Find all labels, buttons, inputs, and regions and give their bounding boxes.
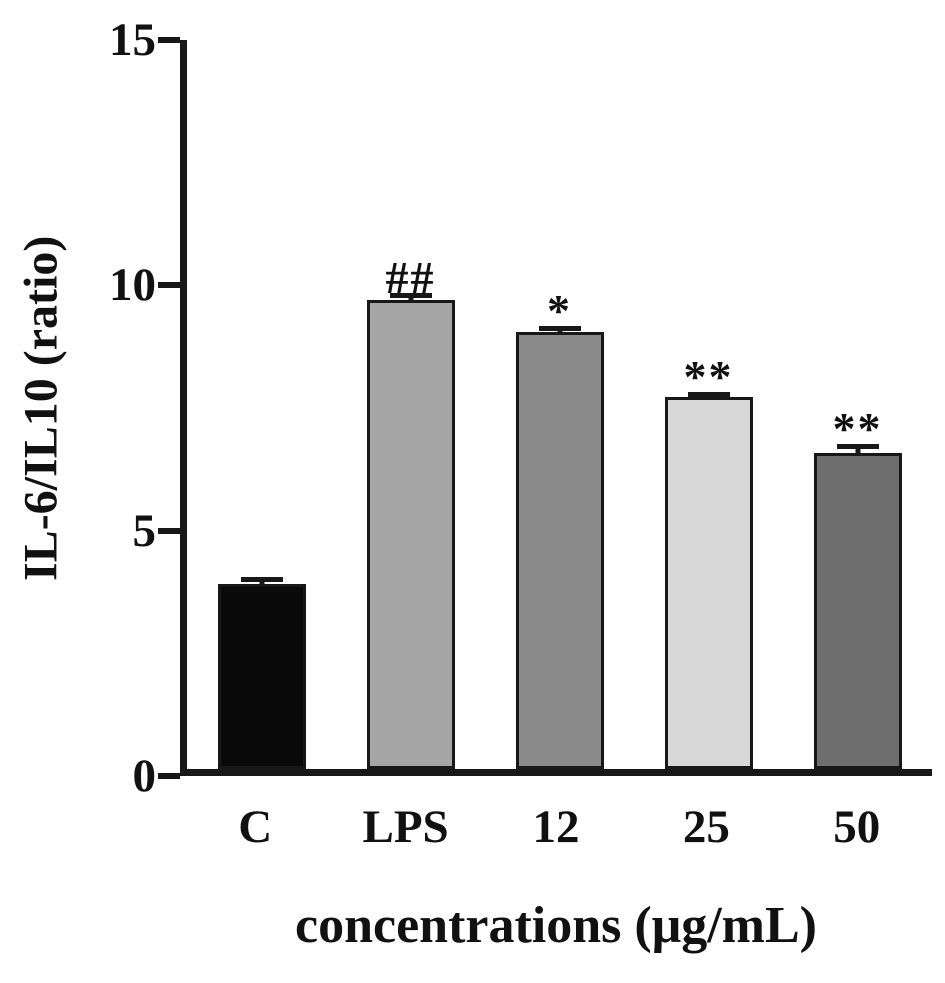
error-bar-stem: [855, 444, 860, 454]
bar-group: [197, 40, 327, 769]
bar-group: **: [644, 40, 774, 769]
x-axis-labels: C LPS 12 25 50: [180, 800, 932, 854]
category-label: 12: [532, 801, 580, 853]
error-bar: [538, 325, 581, 332]
bar-group: **: [793, 40, 923, 769]
error-bar: [240, 577, 283, 585]
y-tick-label: 10: [109, 259, 156, 312]
significance-annotation: ##: [385, 251, 436, 303]
significance-annotation: *: [547, 284, 572, 336]
category-label: 50: [833, 801, 881, 853]
y-tick-mark: [158, 527, 180, 534]
bar: [813, 453, 902, 769]
bar: [217, 584, 306, 769]
x-axis-title: concentrations (μg/mL): [295, 897, 817, 954]
y-tick-mark: [158, 773, 180, 779]
error-bar: [687, 392, 730, 398]
significance-annotation: **: [683, 351, 734, 403]
error-bar-stem: [408, 292, 413, 301]
bar-group: *: [495, 40, 625, 769]
y-tick-label: 15: [109, 14, 156, 66]
plot-area: ## * ** **: [180, 40, 932, 776]
bar: [515, 331, 604, 769]
y-tick-label: 0: [132, 750, 157, 802]
y-tick-mark: [158, 282, 180, 289]
error-bar-stem: [557, 325, 562, 332]
y-tick-mark: [158, 37, 180, 43]
bar: [664, 397, 753, 769]
bar-group: ##: [346, 40, 476, 769]
error-bar: [389, 292, 432, 301]
category-label: C: [238, 801, 273, 853]
error-bar-stem: [706, 392, 711, 398]
error-bar: [836, 444, 879, 454]
error-bar-stem: [259, 577, 264, 585]
bar: [366, 300, 455, 769]
category-label: LPS: [362, 801, 449, 853]
y-axis: 0 5 10 15: [0, 14, 180, 802]
significance-annotation: **: [832, 403, 883, 455]
y-tick-label: 5: [132, 504, 157, 557]
category-label: 25: [682, 801, 730, 853]
